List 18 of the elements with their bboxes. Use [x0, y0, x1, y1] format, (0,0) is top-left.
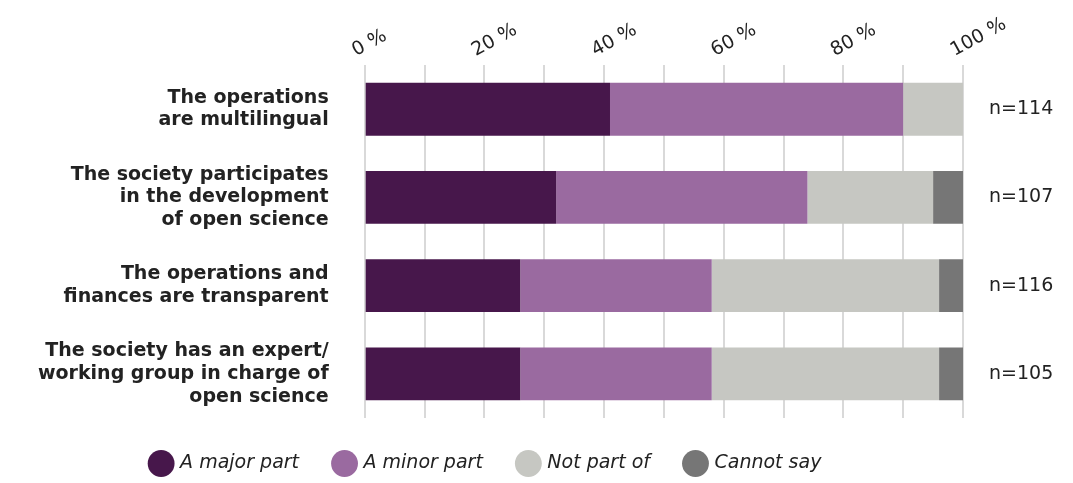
x-tick-label: 100 %: [945, 11, 1010, 60]
text: n=107: [989, 184, 1054, 207]
legend-label: A major part: [178, 450, 301, 473]
legend-label: Not part of: [547, 450, 654, 473]
text: n=116: [989, 272, 1054, 295]
text: n=105: [989, 360, 1054, 383]
x-tick-label: 60 %: [706, 17, 760, 60]
x-tick-label: 80 %: [826, 17, 879, 60]
legend-label: A minor part: [361, 450, 485, 473]
legend-label: Cannot say: [714, 450, 823, 473]
y-tick-label: The society participates in the development of open science: [70, 161, 329, 230]
y-tick-label: The operations are multilingual: [158, 84, 329, 130]
y-tick-label: The society has an expert/ working group in charge of open science: [38, 338, 330, 406]
x-tick-label: 20 %: [467, 17, 520, 60]
y-tick-label: The operations and finances are transparent: [63, 261, 329, 306]
x-tick-label: 40 %: [586, 17, 640, 60]
text: n=114: [989, 96, 1054, 119]
x-tick-label: 0 %: [347, 23, 390, 60]
